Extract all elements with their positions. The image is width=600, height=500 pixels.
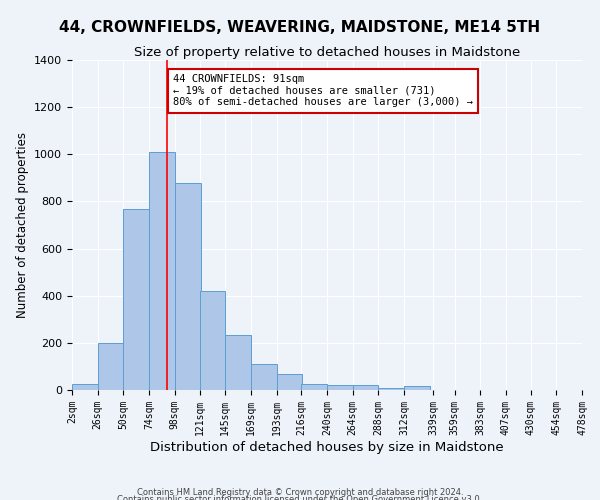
Bar bbox=[353, 386, 379, 390]
Bar bbox=[327, 385, 353, 390]
Bar bbox=[199, 291, 225, 390]
Bar bbox=[404, 386, 430, 390]
Text: 44 CROWNFIELDS: 91sqm
← 19% of detached houses are smaller (731)
80% of semi-det: 44 CROWNFIELDS: 91sqm ← 19% of detached … bbox=[173, 74, 473, 108]
Bar bbox=[225, 334, 251, 390]
Bar bbox=[124, 208, 149, 390]
Bar bbox=[72, 384, 98, 390]
Bar bbox=[379, 388, 404, 390]
Text: 44, CROWNFIELDS, WEAVERING, MAIDSTONE, ME14 5TH: 44, CROWNFIELDS, WEAVERING, MAIDSTONE, M… bbox=[59, 20, 541, 35]
Bar bbox=[175, 182, 200, 390]
Bar bbox=[301, 384, 327, 390]
Bar bbox=[277, 374, 302, 390]
Text: Contains public sector information licensed under the Open Government Licence v3: Contains public sector information licen… bbox=[118, 496, 482, 500]
Bar bbox=[149, 152, 175, 390]
Text: Contains HM Land Registry data © Crown copyright and database right 2024.: Contains HM Land Registry data © Crown c… bbox=[137, 488, 463, 497]
Bar bbox=[98, 343, 124, 390]
Y-axis label: Number of detached properties: Number of detached properties bbox=[16, 132, 29, 318]
Bar bbox=[251, 364, 277, 390]
Title: Size of property relative to detached houses in Maidstone: Size of property relative to detached ho… bbox=[134, 46, 520, 59]
X-axis label: Distribution of detached houses by size in Maidstone: Distribution of detached houses by size … bbox=[150, 440, 504, 454]
